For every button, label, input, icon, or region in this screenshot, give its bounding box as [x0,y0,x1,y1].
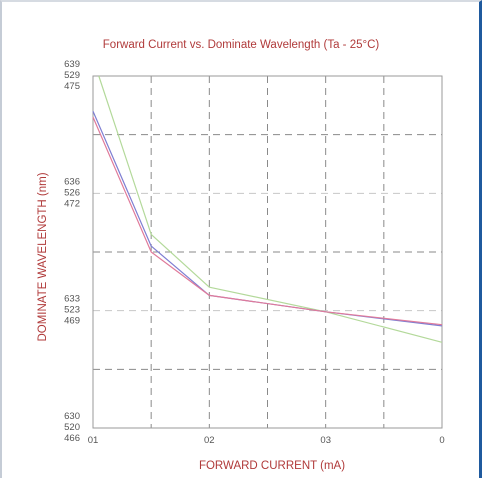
y-tick-label: 636 [64,176,80,187]
x-tick-labels: 01 02 03 0 [88,435,445,446]
series-line-3 [92,116,443,326]
x-tick-label: 03 [320,435,331,446]
x-tick-label: 02 [204,435,215,446]
y-tick-label: 529 [64,70,80,81]
y-tick-label: 466 [64,433,80,444]
series-group [92,75,443,343]
y-tick-label: 475 [64,81,80,92]
y-tick-label: 523 [64,305,80,316]
grid [93,76,442,428]
y-tick-label: 469 [64,316,80,327]
y-tick-label: 526 [64,187,80,198]
chart-title: Forward Current vs. Dominate Wavelength … [103,39,380,51]
plot-border [92,75,443,429]
x-tick-label: 01 [88,435,99,446]
y-tick-label: 639 [64,59,80,70]
series-line-1 [98,75,443,343]
x-axis-title: FORWARD CURRENT (mA) [199,460,345,472]
y-axis-title: DOMINATE WAVELENGTH (nm) [37,172,49,341]
y-tick-label: 633 [64,294,80,305]
x-tick-label: 0 [439,435,444,446]
y-tick-label: 520 [64,422,80,433]
y-tick-label: 630 [64,411,80,422]
y-tick-label: 472 [64,198,80,209]
